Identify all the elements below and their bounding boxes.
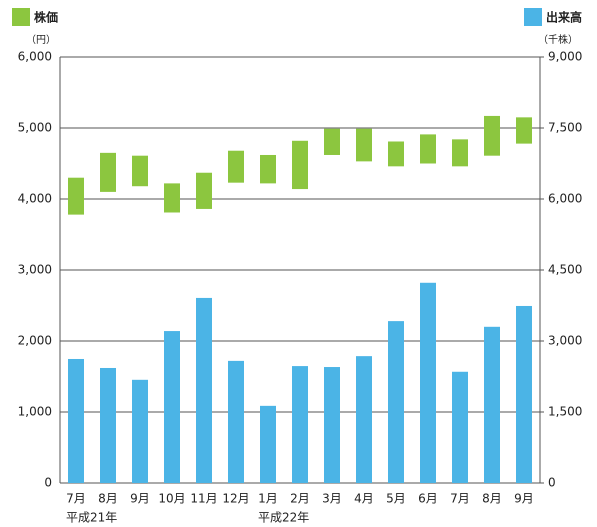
x-tick-label: 8月 (482, 492, 502, 506)
price-range-bar (100, 152, 116, 192)
price-range-bar (452, 139, 468, 167)
volume-bar (484, 326, 500, 483)
x-tick-label: 3月 (322, 492, 342, 506)
volume-bar (164, 331, 180, 483)
y-tick-label: 2,000 (18, 334, 52, 348)
x-tick-label: 6月 (418, 492, 438, 506)
legend-label: 出来高 (546, 10, 582, 25)
price-range-bar (68, 177, 84, 215)
year-label: 平成22年 (258, 511, 309, 525)
y-tick-label: 3,000 (18, 263, 52, 277)
x-tick-label: 9月 (130, 492, 150, 506)
y2-tick-label: 7,500 (548, 121, 582, 135)
price-range-bar (484, 115, 500, 156)
volume-bar (388, 321, 404, 483)
price-range-bar (324, 128, 340, 155)
volume-bar (452, 371, 468, 483)
price-range-bar (420, 134, 436, 164)
x-tick-label: 11月 (190, 492, 217, 506)
x-tick-label: 9月 (514, 492, 534, 506)
y2-tick-label: 6,000 (548, 192, 582, 206)
y2-tick-label: 4,500 (548, 263, 582, 277)
x-tick-label: 8月 (98, 492, 118, 506)
price-range-bar (132, 155, 148, 187)
x-tick-label: 7月 (450, 492, 470, 506)
volume-bar (516, 305, 532, 483)
year-label: 平成21年 (66, 511, 117, 525)
volume-bar (100, 367, 116, 483)
price-range-bar (356, 128, 372, 162)
volume-bar (324, 367, 340, 483)
price-range-bar (292, 140, 308, 190)
y-tick-label: 0 (44, 476, 52, 490)
x-tick-label: 4月 (354, 492, 374, 506)
price-range-bar (164, 183, 180, 213)
x-tick-label: 5月 (386, 492, 406, 506)
y2-unit: （千株） (538, 33, 578, 46)
y-tick-label: 4,000 (18, 192, 52, 206)
y2-tick-label: 1,500 (548, 405, 582, 419)
y-unit: （円） (26, 34, 56, 46)
volume-bar (196, 297, 212, 483)
volume-bar (68, 358, 84, 483)
price-range-bar (228, 150, 244, 183)
price-range-bar (260, 154, 276, 184)
y-tick-label: 5,000 (18, 121, 52, 135)
volume-bar (292, 366, 308, 483)
volume-bar (228, 360, 244, 483)
x-tick-label: 7月 (66, 492, 86, 506)
price-range-bar (388, 141, 404, 167)
y2-tick-label: 3,000 (548, 334, 582, 348)
price-range-bar (196, 172, 212, 209)
volume-bar (356, 356, 372, 483)
y-tick-label: 1,000 (18, 405, 52, 419)
volume-bar (132, 379, 148, 483)
y2-tick-label: 0 (548, 476, 556, 490)
legend-swatch (524, 8, 542, 26)
volume-bar (420, 282, 436, 483)
x-tick-label: 10月 (158, 492, 185, 506)
x-tick-label: 12月 (222, 492, 249, 506)
volume-bar (260, 405, 276, 483)
x-tick-label: 2月 (290, 492, 310, 506)
y2-tick-label: 9,000 (548, 50, 582, 64)
price-range-bar (516, 117, 532, 144)
y-tick-label: 6,000 (18, 50, 52, 64)
legend-swatch (12, 8, 30, 26)
legend-label: 株価 (34, 10, 58, 25)
x-tick-label: 1月 (258, 492, 278, 506)
